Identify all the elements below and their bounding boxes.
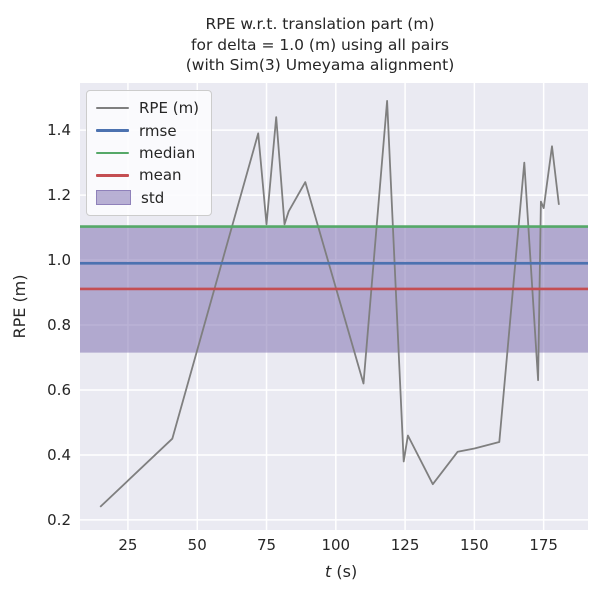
legend-item-std: std [96, 187, 199, 209]
legend-label: rmse [139, 121, 177, 140]
chart-title-line-1: RPE w.r.t. translation part (m) [205, 15, 435, 33]
x-tick-label: 125 [391, 536, 420, 554]
y-tick-label: 1.0 [47, 251, 71, 269]
chart-title-line-3: (with Sim(3) Umeyama alignment) [185, 56, 455, 74]
legend-line-icon [96, 174, 129, 177]
x-tick-label: 50 [188, 536, 207, 554]
chart-title-line-2: for delta = 1.0 (m) using all pairs [191, 35, 449, 54]
legend-line-icon [96, 129, 129, 132]
legend-label: mean [139, 166, 182, 185]
legend-item-rpe-m-: RPE (m) [96, 97, 199, 119]
legend-patch-icon [96, 190, 131, 206]
legend-item-median: median [96, 142, 199, 164]
x-tick-label: 175 [529, 536, 558, 554]
y-tick-label: 0.8 [47, 316, 71, 334]
x-tick-label: 75 [257, 536, 276, 554]
x-tick-label: 25 [118, 536, 137, 554]
legend-line-icon [96, 106, 129, 110]
chart-title: RPE w.r.t. translation part (m) for delt… [66, 14, 574, 76]
legend-item-mean: mean [96, 164, 199, 186]
y-tick-label: 1.4 [47, 121, 71, 139]
legend-label: std [141, 188, 165, 207]
legend-line-icon [96, 151, 129, 155]
legend-label: median [139, 143, 196, 162]
y-tick-label: 0.2 [47, 511, 71, 529]
legend: RPE (m) rmse median mean std [86, 90, 213, 216]
x-axis-label: t (s) [325, 562, 357, 581]
y-tick-label: 0.6 [47, 381, 71, 399]
legend-label: RPE (m) [139, 99, 200, 118]
x-tick-label: 150 [460, 536, 489, 554]
y-axis-label: RPE (m) [10, 274, 29, 338]
legend-item-rmse: rmse [96, 119, 199, 141]
x-tick-label: 100 [321, 536, 350, 554]
rpe-line [99, 100, 560, 508]
y-tick-label: 1.2 [47, 186, 71, 204]
y-tick-label: 0.4 [47, 446, 71, 464]
